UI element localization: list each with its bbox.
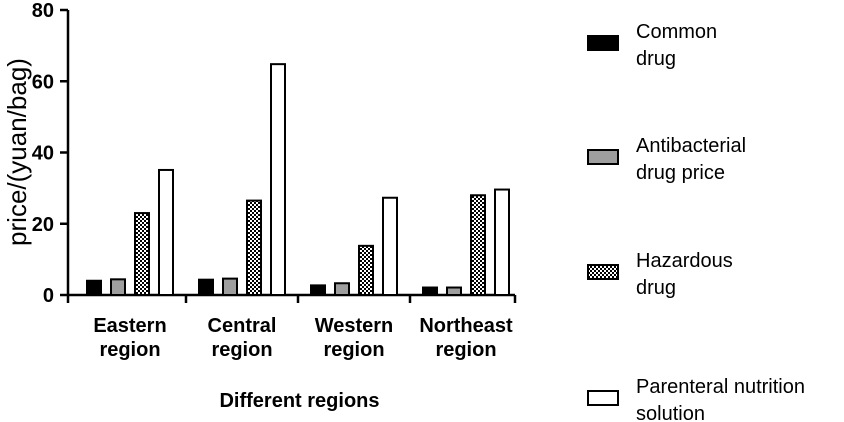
- legend-label-3: Hazardous: [636, 250, 733, 272]
- legend-label-3: drug: [636, 277, 676, 299]
- legend-label-2: Antibacterial: [636, 135, 746, 157]
- legend-swatch-4: [587, 390, 619, 406]
- x-tick-label: region: [99, 339, 160, 361]
- legend-label-4: solution: [636, 403, 705, 422]
- y-tick-label: 40: [32, 143, 54, 165]
- y-tick-label: 60: [32, 71, 54, 93]
- y-tick-label: 0: [43, 285, 54, 307]
- x-tick-label: Western: [315, 315, 394, 337]
- legend-swatch-2: [587, 149, 619, 165]
- x-tick-label: Central: [208, 315, 277, 337]
- y-tick-label: 20: [32, 214, 54, 236]
- legend-label-1: Common: [636, 21, 717, 43]
- x-tick-label: region: [435, 339, 496, 361]
- bar-2-3: [334, 282, 350, 296]
- x-tick-label: region: [323, 339, 384, 361]
- bar-2-1: [110, 278, 126, 297]
- legend-swatch-3: [587, 264, 619, 280]
- bar-2-2: [222, 277, 238, 296]
- legend-label-2: drug price: [636, 162, 725, 184]
- bar-3-3: [358, 244, 374, 296]
- bar-4-1: [158, 168, 174, 296]
- bar-2-4: [446, 286, 462, 296]
- bar-3-1: [134, 212, 150, 296]
- bar-4-4: [494, 188, 510, 296]
- legend-swatch-1: [587, 35, 619, 51]
- y-axis-title: price/(yuan/bag): [2, 58, 32, 246]
- x-tick-label: Northeast: [419, 315, 513, 337]
- bar-4-3: [382, 196, 398, 296]
- bar-4-2: [270, 63, 286, 297]
- bar-3-4: [470, 194, 486, 296]
- y-tick-label: 80: [32, 0, 54, 22]
- bar-3-2: [246, 199, 262, 296]
- bar-1-2: [198, 278, 214, 296]
- x-tick-label: region: [211, 339, 272, 361]
- x-tick-label: Eastern: [93, 315, 166, 337]
- bar-1-1: [86, 279, 102, 296]
- legend-label-4: Parenteral nutrition: [636, 376, 805, 398]
- bar-1-3: [310, 284, 326, 297]
- x-axis-title: Different regions: [219, 390, 379, 412]
- legend-label-1: drug: [636, 48, 676, 70]
- bar-1-4: [422, 286, 438, 296]
